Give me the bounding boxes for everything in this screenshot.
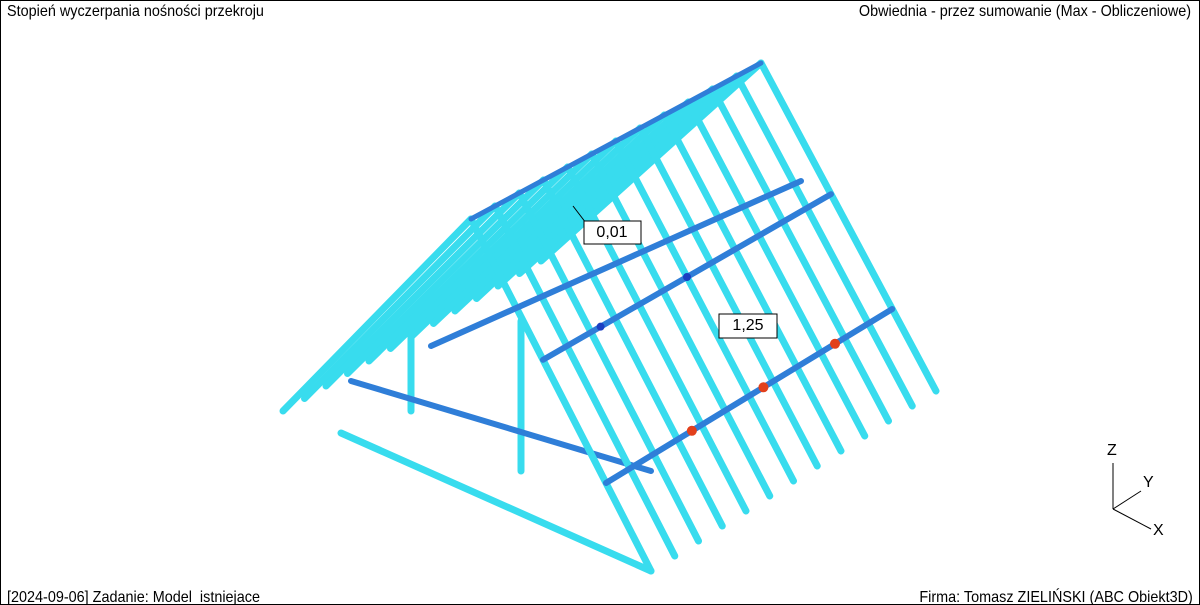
footer-left: [2024-09-06] Zadanie: Model_istniejace: [7, 589, 260, 605]
node: [597, 323, 605, 331]
model-view: 0,01 1,25 Z Y X: [1, 1, 1199, 604]
axis-label: X: [1153, 522, 1164, 539]
node: [683, 273, 691, 281]
result-label: 1,25: [732, 317, 763, 334]
result-label: 0,01: [596, 224, 627, 241]
axis-label: Y: [1143, 474, 1154, 491]
footer-right: Firma: Tomasz ZIELIŃSKI (ABC Obiekt3D): [920, 589, 1193, 605]
axis-triad: [1113, 463, 1151, 529]
node: [687, 426, 697, 436]
roof-structure: [283, 63, 936, 571]
viewport: 0,01 1,25 Z Y X Stopień wyczerpania nośn…: [0, 0, 1200, 605]
node: [830, 339, 840, 349]
node: [758, 382, 768, 392]
tie-beam: [341, 433, 651, 571]
axis-label: Z: [1107, 442, 1117, 459]
rafter: [348, 180, 544, 374]
header-right: Obwiednia - przez sumowanie (Max - Oblic…: [859, 3, 1191, 21]
header-left: Stopień wyczerpania nośności przekroju: [7, 3, 264, 21]
